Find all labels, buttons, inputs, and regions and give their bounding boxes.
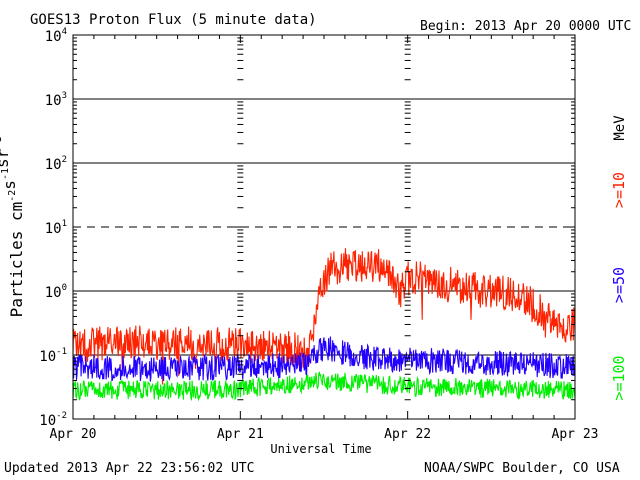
series-trace-2 — [72, 371, 576, 402]
updated-timestamp: Updated 2013 Apr 22 23:56:02 UTC — [4, 461, 254, 476]
x-tick-labels: Apr 20 Apr 21 Apr 22 Apr 23 — [50, 427, 599, 442]
x-tick-label: Apr 20 — [50, 427, 97, 442]
series-layer — [72, 248, 576, 402]
legend-ge100: >=100 — [610, 355, 628, 400]
y-tick-label: 102 — [45, 155, 67, 173]
gridlines — [73, 98, 575, 356]
y-tick-label: 10-1 — [39, 347, 67, 365]
begin-label: Begin: 2013 Apr 20 0000 UTC — [420, 19, 631, 34]
x-tick-label: Apr 23 — [552, 427, 599, 442]
x-axis-label: Universal Time — [270, 442, 371, 456]
y-tick-label: 101 — [45, 219, 67, 237]
y-axis-label: Particles cm-2s-1sr-1 — [0, 137, 26, 318]
series-trace-1 — [72, 336, 576, 382]
x-tick-label: Apr 21 — [217, 427, 264, 442]
y-tick-label: 103 — [45, 91, 67, 109]
ticks — [72, 35, 576, 420]
credit-label: NOAA/SWPC Boulder, CO USA — [424, 461, 620, 476]
legend-ge50: >=50 — [610, 267, 628, 303]
x-tick-label: Apr 22 — [384, 427, 431, 442]
unit-label: MeV — [612, 115, 628, 141]
chart-title: GOES13 Proton Flux (5 minute data) — [30, 12, 317, 28]
y-tick-label: 10-2 — [39, 411, 67, 429]
legend-ge10: >=10 — [610, 172, 628, 208]
y-tick-label: 104 — [45, 27, 67, 45]
series-trace-0 — [72, 248, 576, 385]
y-tick-label: 100 — [45, 283, 67, 301]
y-tick-labels: 10-2 10-1 100 101 102 103 104 — [39, 27, 67, 429]
